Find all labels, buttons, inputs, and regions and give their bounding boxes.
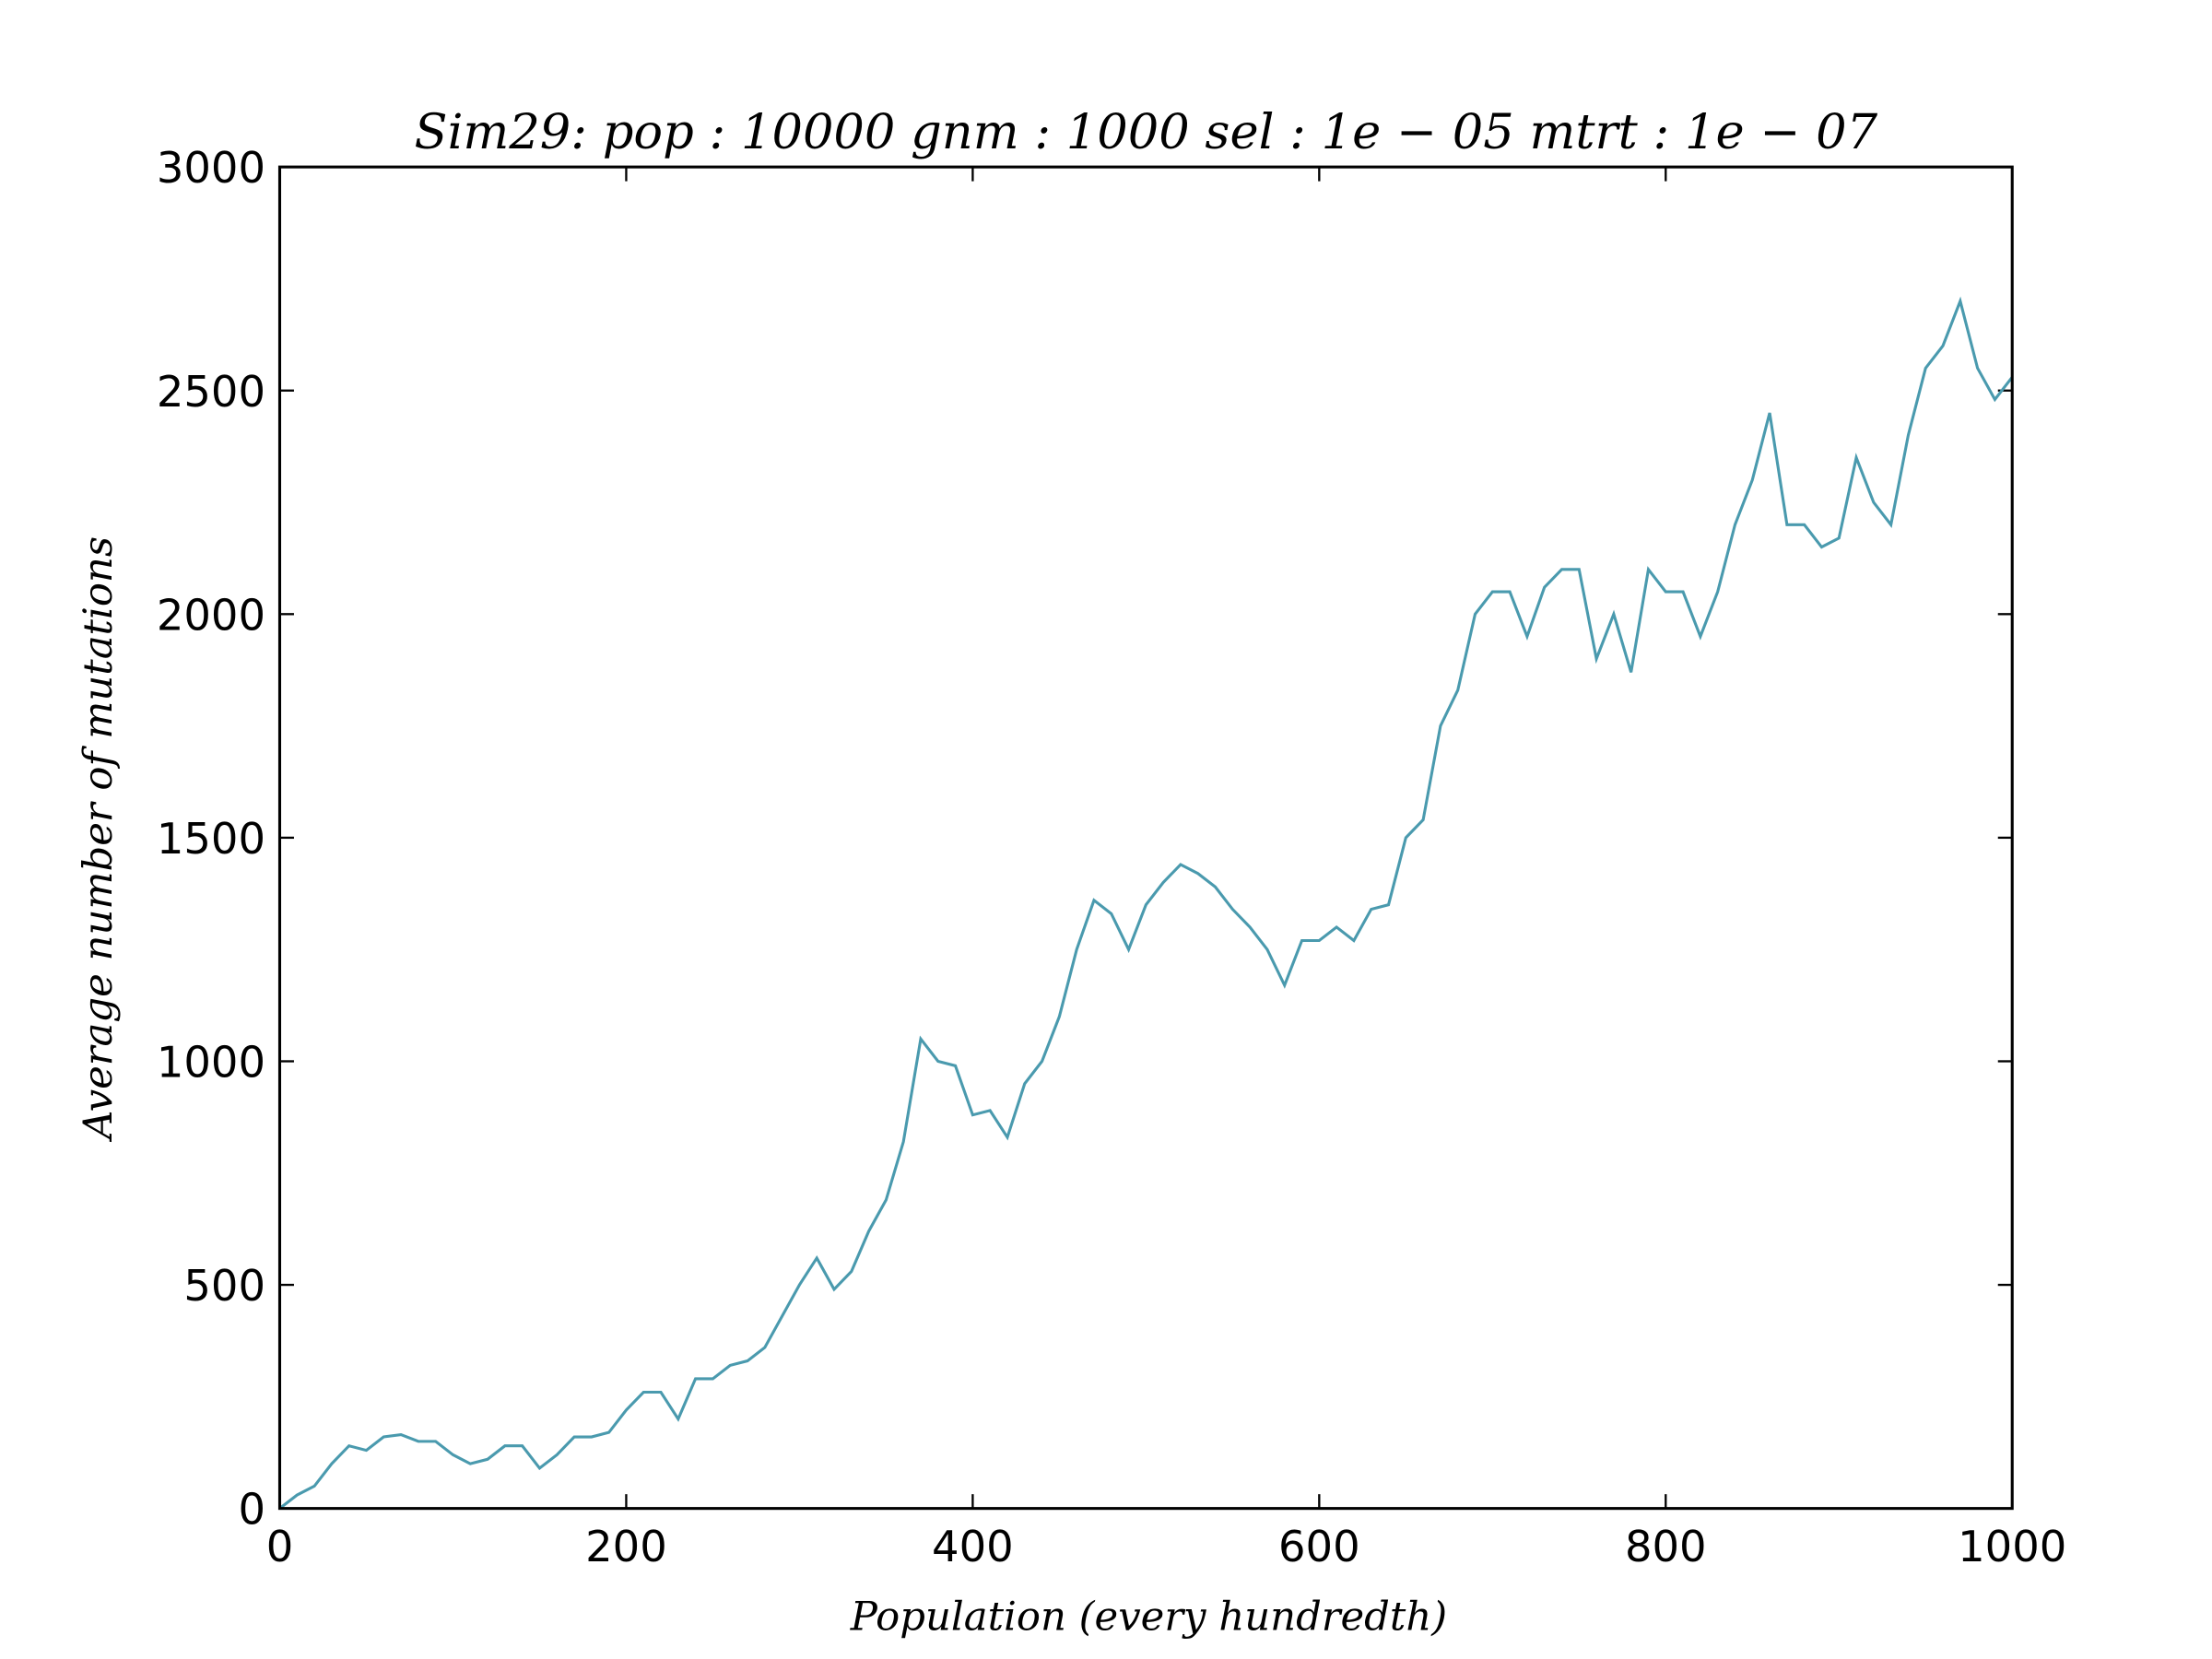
x-tick-label: 200 [585,1522,667,1571]
y-tick-label: 3000 [157,143,265,193]
data-line [278,296,2014,1510]
y-tick-label: 1500 [157,814,265,864]
y-tick-label: 1000 [157,1038,265,1088]
y-axis-label: Average number of mutations [76,536,122,1143]
y-tick-label: 2000 [157,590,265,640]
x-tick-label: 0 [266,1522,294,1571]
x-tick-label: 800 [1625,1522,1707,1571]
plot-frame [277,165,2014,1511]
chart-title: Sim29: pop : 10000 gnm : 1000 sel : 1e −… [415,104,1878,160]
x-tick-label: 1000 [1958,1522,2066,1571]
x-axis-label: Population (every hundredth) [850,1594,1447,1640]
y-tick-label: 500 [183,1261,265,1311]
y-tick-label: 2500 [157,367,265,417]
x-tick-label: 600 [1278,1522,1360,1571]
y-tick-label: 0 [238,1485,265,1535]
x-tick-label: 400 [932,1522,1014,1571]
